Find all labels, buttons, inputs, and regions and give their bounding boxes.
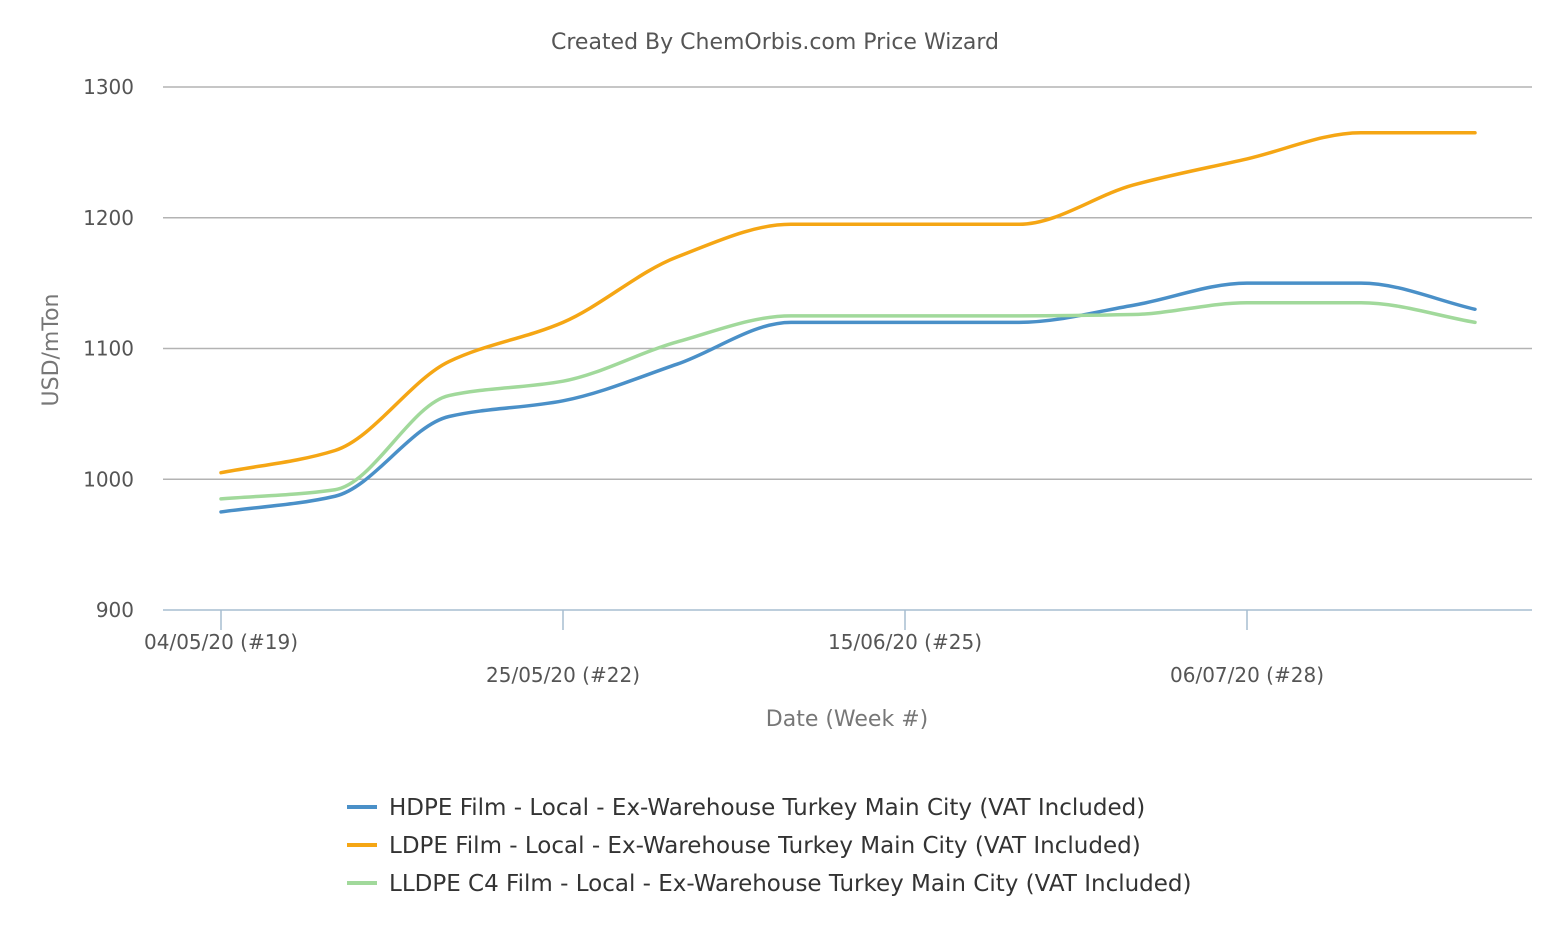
legend-label: LDPE Film - Local - Ex-Warehouse Turkey …	[389, 833, 1141, 859]
y-tick-label: 1000	[83, 467, 134, 491]
legend-label: HDPE Film - Local - Ex-Warehouse Turkey …	[389, 795, 1145, 821]
series-lines	[219, 131, 1477, 514]
series-line-3	[219, 300, 1477, 501]
x-tick-label: 25/05/20 (#22)	[486, 663, 640, 687]
grid-lines	[163, 86, 1532, 480]
legend: HDPE Film - Local - Ex-Warehouse Turkey …	[347, 795, 1192, 897]
x-axis-title: Date (Week #)	[766, 707, 928, 732]
y-tick-label: 1200	[83, 206, 134, 230]
y-axis-ticks: 900 1000 1100 1200 1300	[83, 75, 134, 622]
x-axis: 04/05/20 (#19) 25/05/20 (#22) 15/06/20 (#2…	[144, 609, 1532, 687]
legend-label: LLDPE C4 Film - Local - Ex-Warehouse Tur…	[389, 871, 1192, 897]
chart-title: Created By ChemOrbis.com Price Wizard	[551, 30, 999, 55]
x-tick-label: 06/07/20 (#28)	[1170, 663, 1324, 687]
series-line-1	[219, 281, 1477, 514]
y-tick-label: 1300	[83, 75, 134, 99]
y-axis-title: USD/mTon	[39, 294, 64, 407]
y-tick-label: 1100	[83, 337, 134, 361]
y-tick-label: 900	[96, 598, 134, 622]
x-tick-label: 04/05/20 (#19)	[144, 630, 298, 654]
x-tick-label: 15/06/20 (#25)	[828, 630, 982, 654]
series-line-2	[219, 131, 1477, 475]
